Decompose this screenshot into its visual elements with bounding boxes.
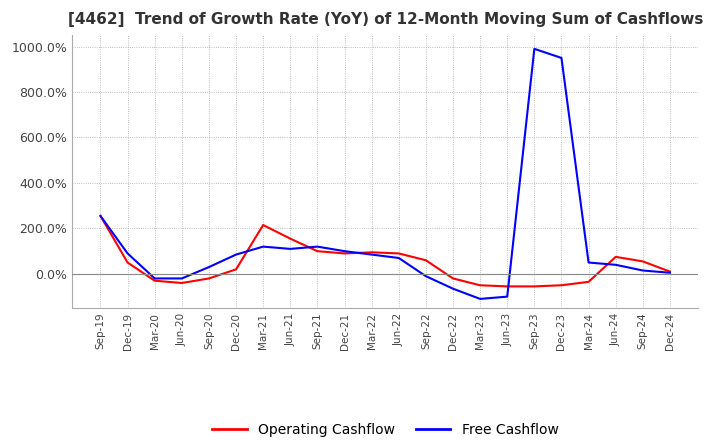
Free Cashflow bbox=[449, 286, 457, 291]
Operating Cashflow bbox=[639, 259, 647, 264]
Line: Operating Cashflow: Operating Cashflow bbox=[101, 216, 670, 286]
Free Cashflow bbox=[421, 274, 430, 279]
Operating Cashflow bbox=[286, 236, 294, 241]
Operating Cashflow bbox=[421, 257, 430, 263]
Operating Cashflow bbox=[530, 284, 539, 289]
Operating Cashflow bbox=[665, 269, 674, 274]
Operating Cashflow bbox=[96, 213, 105, 219]
Free Cashflow bbox=[204, 264, 213, 270]
Operating Cashflow bbox=[557, 282, 566, 288]
Operating Cashflow bbox=[449, 276, 457, 281]
Operating Cashflow bbox=[232, 267, 240, 272]
Operating Cashflow bbox=[584, 279, 593, 285]
Free Cashflow bbox=[123, 251, 132, 256]
Free Cashflow bbox=[557, 55, 566, 61]
Operating Cashflow bbox=[123, 260, 132, 265]
Free Cashflow bbox=[584, 260, 593, 265]
Free Cashflow bbox=[639, 268, 647, 273]
Title: [4462]  Trend of Growth Rate (YoY) of 12-Month Moving Sum of Cashflows: [4462] Trend of Growth Rate (YoY) of 12-… bbox=[68, 12, 703, 27]
Free Cashflow bbox=[530, 46, 539, 51]
Free Cashflow bbox=[341, 249, 349, 254]
Operating Cashflow bbox=[204, 276, 213, 281]
Operating Cashflow bbox=[341, 251, 349, 256]
Operating Cashflow bbox=[259, 222, 268, 227]
Free Cashflow bbox=[178, 276, 186, 281]
Free Cashflow bbox=[150, 276, 159, 281]
Operating Cashflow bbox=[150, 278, 159, 283]
Operating Cashflow bbox=[178, 280, 186, 286]
Free Cashflow bbox=[476, 296, 485, 301]
Operating Cashflow bbox=[503, 284, 511, 289]
Operating Cashflow bbox=[476, 282, 485, 288]
Operating Cashflow bbox=[313, 249, 322, 254]
Free Cashflow bbox=[313, 244, 322, 249]
Free Cashflow bbox=[367, 252, 376, 257]
Operating Cashflow bbox=[611, 254, 620, 260]
Operating Cashflow bbox=[367, 249, 376, 255]
Free Cashflow bbox=[395, 255, 403, 260]
Free Cashflow bbox=[286, 246, 294, 252]
Free Cashflow bbox=[96, 213, 105, 219]
Free Cashflow bbox=[611, 262, 620, 268]
Operating Cashflow bbox=[395, 251, 403, 256]
Line: Free Cashflow: Free Cashflow bbox=[101, 49, 670, 299]
Legend: Operating Cashflow, Free Cashflow: Operating Cashflow, Free Cashflow bbox=[207, 418, 564, 440]
Free Cashflow bbox=[232, 252, 240, 257]
Free Cashflow bbox=[665, 270, 674, 275]
Free Cashflow bbox=[503, 294, 511, 299]
Free Cashflow bbox=[259, 244, 268, 249]
